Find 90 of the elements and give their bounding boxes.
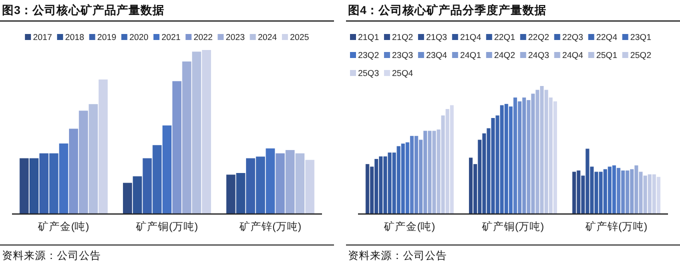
x-tick-label: 矿产金(吨)	[383, 220, 436, 233]
bar	[162, 125, 172, 214]
x-tick-label: 矿产铜(万吨)	[135, 220, 198, 233]
legend-label: 24Q2	[494, 50, 516, 60]
legend-label: 22Q3	[562, 32, 584, 42]
bar	[638, 172, 643, 214]
bar	[432, 130, 436, 214]
legend-label: 23Q4	[426, 50, 448, 60]
bar	[612, 165, 616, 214]
bar	[526, 100, 530, 214]
bar	[236, 173, 246, 214]
bar	[295, 153, 304, 214]
bar	[132, 176, 142, 214]
legend-label: 24Q4	[562, 50, 584, 60]
bar	[598, 172, 603, 214]
bar	[414, 136, 418, 214]
legend-label: 2018	[65, 32, 84, 42]
bar	[621, 170, 625, 214]
bar	[383, 156, 388, 214]
bar	[276, 153, 285, 214]
legend-label: 25Q1	[596, 50, 618, 60]
bar	[69, 128, 78, 214]
legend-label: 2019	[97, 32, 117, 42]
bar	[603, 169, 608, 214]
bar	[553, 101, 558, 214]
legend-label: 23Q1	[630, 32, 652, 42]
bar	[518, 101, 522, 214]
legend-label: 24Q3	[528, 50, 550, 60]
bar	[20, 158, 29, 214]
bar	[378, 156, 383, 214]
bar	[88, 104, 98, 214]
x-tick-label: 矿产金(吨)	[37, 220, 90, 233]
bar	[626, 170, 630, 214]
bar	[182, 61, 192, 214]
bar	[630, 169, 634, 214]
legend-label: 2022	[194, 32, 213, 42]
bar	[78, 110, 88, 214]
bar	[656, 176, 660, 214]
bar	[122, 182, 132, 214]
bar	[59, 143, 68, 214]
bar	[634, 165, 638, 214]
bar	[202, 50, 212, 214]
bar	[305, 160, 314, 214]
legend-label: 25Q3	[358, 68, 380, 78]
legend-label: 21Q4	[460, 32, 482, 42]
legend-label: 24Q1	[460, 50, 482, 60]
bar	[540, 86, 544, 214]
legend-label: 23Q2	[358, 50, 380, 60]
legend-label: 25Q4	[392, 68, 414, 78]
text: 资料来源：公司公告	[2, 249, 101, 262]
bar	[418, 140, 423, 214]
x-tick-label: 矿产锌(万吨)	[584, 220, 648, 233]
legend-label: 2020	[129, 32, 149, 42]
bar	[428, 130, 432, 214]
legend-label: 23Q3	[392, 50, 414, 60]
legend-label: 22Q4	[596, 32, 618, 42]
legend-label: 25Q2	[630, 50, 652, 60]
legend-label: 21Q3	[426, 32, 448, 42]
bar	[508, 106, 513, 214]
bar	[468, 158, 473, 214]
legend-label: 2023	[226, 32, 246, 42]
legend-label: 21Q1	[358, 32, 380, 42]
chart-title: 图3：公司核心矿产品产量数据	[2, 3, 164, 17]
legend-label: 2025	[290, 32, 310, 42]
bar	[192, 52, 202, 214]
bar	[536, 90, 540, 214]
legend-label: 22Q2	[528, 32, 550, 42]
bar	[423, 130, 428, 214]
legend-label: 2017	[32, 32, 52, 42]
bar	[172, 81, 182, 214]
bar	[226, 174, 236, 214]
chart-title: 图4：公司核心矿产品分季度产量数据	[348, 3, 546, 17]
bar	[30, 158, 39, 214]
legend-label: 2024	[258, 32, 278, 42]
bar	[366, 164, 370, 214]
x-tick-label: 矿产锌(万吨)	[238, 220, 302, 233]
text: 资料来源：公司公告	[348, 249, 447, 262]
bar	[531, 94, 535, 214]
x-tick-label: 矿产铜(万吨)	[481, 220, 544, 233]
bar	[513, 98, 518, 214]
bar	[266, 148, 275, 214]
bar	[522, 98, 526, 214]
bar	[98, 80, 108, 214]
bar	[643, 176, 648, 214]
bar	[410, 136, 414, 214]
legend-label: 22Q1	[494, 32, 516, 42]
bar	[616, 168, 620, 214]
legend-label: 21Q2	[392, 32, 414, 42]
bar	[286, 150, 295, 214]
legend-label: 2021	[161, 32, 181, 42]
